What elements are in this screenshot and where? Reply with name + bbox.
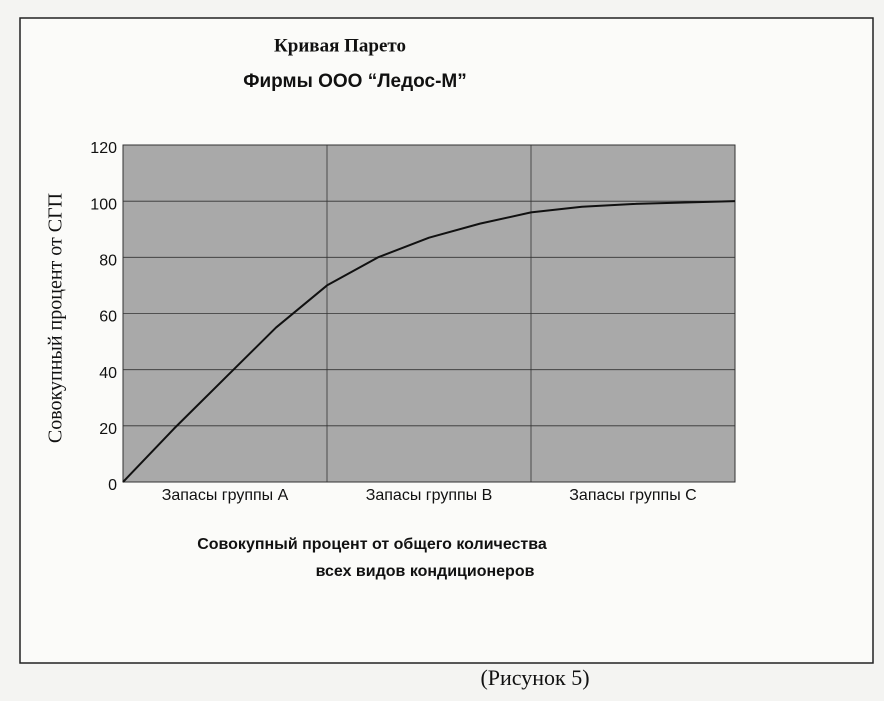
line-series [122,200,736,483]
y-tick-label: 0 [108,477,117,494]
x-tick-label: Запасы группы А [162,487,289,504]
x-tick-label: Запасы группы С [569,487,696,504]
x-axis-title: всех видов кондиционеров [316,563,535,580]
y-tick-label: 80 [99,253,117,270]
y-tick-label: 60 [99,309,117,326]
y-tick-label: 120 [90,140,117,157]
x-axis-title: Совокупный процент от общего количества [197,536,547,553]
x-tick-label: Запасы группы В [366,487,493,504]
y-tick-label: 40 [99,365,117,382]
y-axis-title: Совокупный процент от СГП [45,193,67,443]
caption: (Рисунок 5) [480,665,589,690]
chart-subtitle: Фирмы ООО “Ледос-М” [243,71,466,92]
chart-title: Кривая Парето [274,35,406,56]
y-tick-label: 100 [90,196,117,213]
y-tick-label: 20 [99,421,117,438]
